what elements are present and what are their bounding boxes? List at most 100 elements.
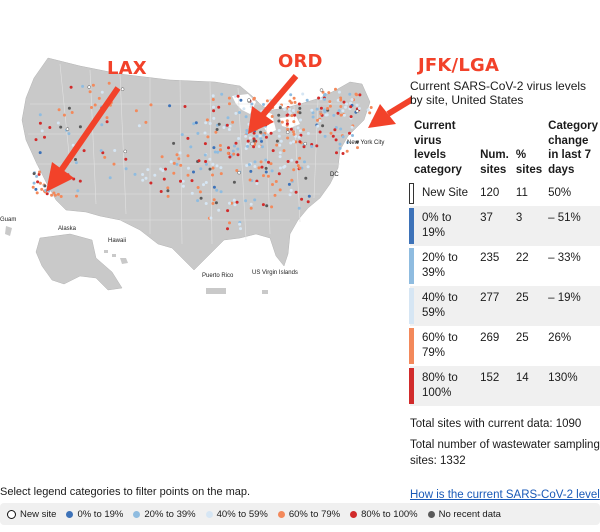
site-dot[interactable] <box>334 87 337 91</box>
site-dot[interactable] <box>225 123 229 127</box>
site-dot[interactable] <box>292 120 296 124</box>
site-dot[interactable] <box>323 92 327 96</box>
site-dot[interactable] <box>180 133 184 137</box>
site-dot[interactable] <box>246 144 249 148</box>
site-dot[interactable] <box>294 140 298 144</box>
site-dot[interactable] <box>238 222 242 226</box>
site-dot[interactable] <box>333 128 337 132</box>
site-dot[interactable] <box>349 101 353 105</box>
site-dot[interactable] <box>235 200 239 204</box>
site-dot[interactable] <box>107 81 111 85</box>
site-dot[interactable] <box>264 166 268 170</box>
site-dot[interactable] <box>34 187 38 191</box>
site-dot[interactable] <box>212 146 216 150</box>
site-dot[interactable] <box>32 172 36 176</box>
site-dot[interactable] <box>211 173 214 177</box>
site-dot[interactable] <box>302 128 306 132</box>
site-dot[interactable] <box>294 190 298 194</box>
legend-row[interactable]: 20% to 39% 235 22 – 33% <box>409 246 600 286</box>
site-dot[interactable] <box>237 170 241 175</box>
filter-item[interactable]: 0% to 19% <box>66 509 123 520</box>
site-dot[interactable] <box>141 173 145 176</box>
site-dot[interactable] <box>283 107 286 111</box>
site-dot[interactable] <box>332 113 336 117</box>
site-dot[interactable] <box>267 160 270 164</box>
site-dot[interactable] <box>219 190 223 194</box>
site-dot[interactable] <box>166 194 170 198</box>
site-dot[interactable] <box>252 97 256 101</box>
site-dot[interactable] <box>350 125 354 129</box>
site-dot[interactable] <box>322 108 326 112</box>
site-dot[interactable] <box>175 153 179 157</box>
site-dot[interactable] <box>355 109 359 113</box>
site-dot[interactable] <box>38 181 42 185</box>
site-dot[interactable] <box>197 159 201 163</box>
site-dot[interactable] <box>305 98 309 102</box>
filter-item[interactable]: New site <box>7 509 56 520</box>
site-dot[interactable] <box>338 142 342 146</box>
site-dot[interactable] <box>213 150 217 154</box>
site-dot[interactable] <box>212 185 216 189</box>
site-dot[interactable] <box>249 206 253 210</box>
site-dot[interactable] <box>211 98 215 101</box>
site-dot[interactable] <box>339 113 343 117</box>
site-dot[interactable] <box>59 125 63 129</box>
site-dot[interactable] <box>259 130 263 134</box>
site-dot[interactable] <box>341 135 345 139</box>
site-dot[interactable] <box>144 176 148 180</box>
site-dot[interactable] <box>264 158 268 162</box>
site-dot[interactable] <box>288 99 292 103</box>
site-dot[interactable] <box>204 162 208 166</box>
site-dot[interactable] <box>303 160 306 164</box>
site-dot[interactable] <box>159 167 163 171</box>
site-dot[interactable] <box>253 160 257 164</box>
site-dot[interactable] <box>292 168 296 172</box>
site-dot[interactable] <box>53 193 57 197</box>
filter-item[interactable]: No recent data <box>427 509 501 520</box>
site-dot[interactable] <box>208 157 212 161</box>
site-dot[interactable] <box>307 194 311 198</box>
site-dot[interactable] <box>233 94 237 98</box>
site-dot[interactable] <box>319 106 323 110</box>
site-dot[interactable] <box>218 144 222 147</box>
site-dot[interactable] <box>253 165 257 168</box>
site-dot[interactable] <box>252 131 256 135</box>
site-dot[interactable] <box>87 85 91 89</box>
site-dot[interactable] <box>337 109 341 113</box>
site-dot[interactable] <box>113 149 117 152</box>
site-dot[interactable] <box>178 151 182 155</box>
filter-item[interactable]: 20% to 39% <box>133 509 196 520</box>
site-dot[interactable] <box>50 193 54 197</box>
site-dot[interactable] <box>242 107 246 111</box>
site-dot[interactable] <box>369 106 373 109</box>
site-dot[interactable] <box>204 202 208 205</box>
site-dot[interactable] <box>324 113 328 117</box>
site-dot[interactable] <box>205 118 209 122</box>
site-dot[interactable] <box>228 221 231 225</box>
site-dot[interactable] <box>168 104 172 108</box>
site-dot[interactable] <box>319 112 323 116</box>
site-dot[interactable] <box>56 121 60 125</box>
site-dot[interactable] <box>199 167 203 171</box>
site-dot[interactable] <box>196 186 200 189</box>
site-dot[interactable] <box>67 106 71 110</box>
site-dot[interactable] <box>208 167 212 171</box>
site-dot[interactable] <box>236 94 240 98</box>
site-dot[interactable] <box>190 179 194 183</box>
site-dot[interactable] <box>334 138 338 142</box>
site-dot[interactable] <box>351 134 354 137</box>
site-dot[interactable] <box>297 206 301 210</box>
site-dot[interactable] <box>74 158 77 161</box>
site-dot[interactable] <box>271 183 274 186</box>
site-dot[interactable] <box>37 172 41 176</box>
site-dot[interactable] <box>231 149 235 153</box>
site-dot[interactable] <box>75 194 78 198</box>
site-dot[interactable] <box>258 134 262 138</box>
site-dot[interactable] <box>289 188 293 192</box>
site-dot[interactable] <box>69 85 73 89</box>
site-dot[interactable] <box>279 139 283 143</box>
site-dot[interactable] <box>215 188 219 192</box>
site-dot[interactable] <box>252 145 256 149</box>
site-dot[interactable] <box>252 139 256 143</box>
filter-item[interactable]: 80% to 100% <box>350 509 418 520</box>
